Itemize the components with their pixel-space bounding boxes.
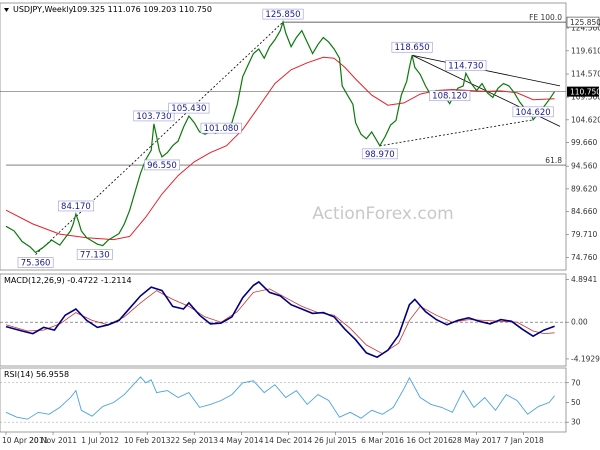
annotation-label: 77.130 bbox=[80, 250, 110, 260]
annotation-box bbox=[58, 200, 94, 212]
x-tick-label: 20 Nov 2011 bbox=[29, 436, 77, 445]
x-tick-label: 6 Mar 2016 bbox=[361, 436, 404, 445]
annotation-label: 75.360 bbox=[21, 259, 51, 269]
macd-line bbox=[5, 280, 555, 359]
annotation-label: 96.550 bbox=[147, 161, 177, 171]
x-tick-label: 4 May 2014 bbox=[219, 436, 263, 445]
price-y-tick-label: 104.620 bbox=[571, 115, 600, 124]
annotation-box bbox=[133, 110, 175, 122]
macd-y-tick-label: -4.1929 bbox=[571, 354, 600, 363]
trendline bbox=[379, 119, 534, 147]
price-y-tick-label: 119.610 bbox=[571, 46, 600, 55]
price-y-tick-label: 74.760 bbox=[571, 253, 597, 262]
fib-label: FE 100.0 bbox=[529, 13, 562, 22]
price-y-tick-label: 89.620 bbox=[571, 184, 597, 193]
rsi-y-tick-label: 50 bbox=[571, 398, 581, 407]
price-y-tick-label: 124.560 bbox=[571, 24, 600, 33]
macd-y-tick-label: 4.8941 bbox=[571, 275, 597, 284]
current-price-tag-label: 110.750 bbox=[570, 88, 600, 97]
x-tick-label: 7 Jan 2018 bbox=[504, 436, 544, 445]
price-axis: 124.560 119.610 114.570 109.560 104.620 99.66… bbox=[566, 24, 600, 262]
chevron-down-icon bbox=[4, 8, 9, 12]
annotation-box bbox=[144, 159, 180, 171]
current-price-tag bbox=[567, 86, 599, 97]
fibonacci-levels: FE 100.0 61.8 bbox=[0, 13, 566, 166]
x-tick-label: 10 Feb 2013 bbox=[124, 436, 171, 445]
annotation-box bbox=[17, 257, 54, 268]
macd-axis: 4.8941 0.00 -4.1929 bbox=[0, 275, 600, 363]
annotation-box bbox=[76, 249, 113, 260]
rsi-line bbox=[5, 376, 555, 420]
annotation-label: 125.850 bbox=[265, 10, 300, 20]
annotation-box bbox=[168, 102, 210, 114]
annotation-label: 118.650 bbox=[395, 43, 430, 53]
rsi-label: RSI(14) 56.9558 bbox=[4, 370, 69, 379]
rsi-axis: 70 50 30 bbox=[0, 378, 581, 427]
x-tick-label: 26 Jul 2015 bbox=[314, 436, 357, 445]
price-panel-frame bbox=[0, 2, 567, 271]
price-line bbox=[5, 19, 556, 254]
chart-title: USDJPY,Weekly bbox=[13, 5, 74, 14]
price-y-tick-label: 84.660 bbox=[571, 207, 597, 216]
x-tick-label: 16 Oct 2016 bbox=[406, 436, 453, 445]
ohlc-readout: 109.325 111.076 109.203 110.750 bbox=[72, 5, 212, 14]
annotation-box bbox=[445, 59, 487, 71]
price-y-tick-label: 109.560 bbox=[571, 93, 600, 102]
macd-panel-frame bbox=[0, 273, 567, 367]
top-price-tag-label: 125.850 bbox=[570, 18, 600, 27]
rsi-panel-frame bbox=[0, 367, 567, 433]
price-annotations: 75.360 84.170 77.130 103.730 96.550 105.430 10… bbox=[17, 8, 554, 269]
annotation-box bbox=[361, 148, 398, 160]
annotation-label: 105.430 bbox=[171, 104, 206, 114]
watermark: ActionForex.com bbox=[312, 204, 453, 224]
annotation-label: 101.080 bbox=[204, 124, 239, 134]
ema-line bbox=[5, 56, 555, 241]
fib-label: 61.8 bbox=[545, 156, 562, 165]
macd-label: MACD(12,26,9) -0.4722 -1.2114 bbox=[4, 276, 132, 285]
x-tick-label: 10 Apr 2011 bbox=[2, 436, 49, 445]
x-tick-label: 14 Dec 2014 bbox=[264, 436, 312, 445]
rsi-y-tick-label: 30 bbox=[571, 418, 581, 427]
annotation-label: 114.730 bbox=[448, 61, 483, 71]
annotation-label: 103.730 bbox=[136, 112, 171, 122]
price-y-tick-label: 79.710 bbox=[571, 230, 597, 239]
price-y-tick-label: 99.660 bbox=[571, 138, 597, 147]
annotation-box bbox=[262, 8, 304, 20]
price-tags: 125.850 110.750 bbox=[566, 16, 600, 97]
x-tick-label: 1 Jul 2012 bbox=[81, 436, 119, 445]
annotation-box bbox=[200, 122, 242, 134]
rsi-y-tick-label: 70 bbox=[571, 378, 581, 387]
annotation-label: 84.170 bbox=[61, 202, 91, 212]
annotation-label: 98.970 bbox=[365, 150, 395, 160]
annotation-box bbox=[391, 41, 433, 53]
annotation-box bbox=[429, 90, 471, 102]
price-y-tick-label: 94.560 bbox=[571, 162, 597, 171]
macd-signal-line bbox=[5, 288, 555, 355]
macd-y-tick-label: 0.00 bbox=[571, 318, 588, 327]
annotation-label: 108.120 bbox=[432, 92, 467, 102]
annotation-label: 104.620 bbox=[516, 108, 551, 118]
price-y-tick-label: 114.570 bbox=[571, 70, 600, 79]
top-price-tag bbox=[566, 16, 600, 28]
x-tick-label: 28 May 2017 bbox=[452, 436, 501, 445]
annotation-box bbox=[512, 106, 554, 118]
x-tick-label: 22 Sep 2013 bbox=[170, 436, 218, 445]
